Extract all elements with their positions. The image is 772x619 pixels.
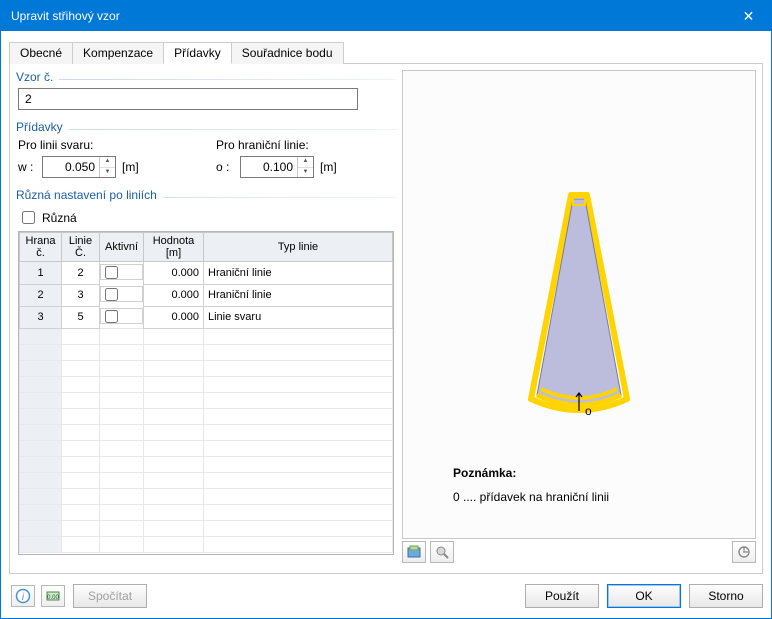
preview-tool-right[interactable] — [732, 541, 756, 563]
weld-input[interactable] — [43, 157, 99, 177]
pattern-shape: o — [499, 189, 659, 429]
cell-active[interactable] — [100, 286, 143, 302]
weld-step-down[interactable]: ▼ — [100, 168, 115, 178]
different-checkbox[interactable] — [22, 211, 35, 224]
ok-button[interactable]: OK — [607, 584, 681, 608]
cell-value: 0.000 — [144, 262, 204, 285]
col-line: LinieČ. — [62, 233, 100, 262]
cell-value: 0.000 — [144, 306, 204, 329]
row-active-checkbox[interactable] — [105, 310, 118, 323]
window-title: Upravit střihový vzor — [11, 9, 726, 23]
cell-line: 3 — [62, 284, 100, 306]
row-active-checkbox[interactable] — [105, 266, 118, 279]
weld-step-up[interactable]: ▲ — [100, 157, 115, 168]
help-icon[interactable]: i — [11, 585, 35, 607]
row-active-checkbox[interactable] — [105, 288, 118, 301]
cell-active[interactable] — [100, 308, 143, 324]
cancel-button[interactable]: Storno — [689, 584, 763, 608]
note-text: 0 .... přídavek na hraniční linii — [453, 490, 609, 504]
table-row[interactable]: 12 0.000Hraniční linie — [20, 262, 393, 285]
boundary-spinner[interactable]: ▲▼ — [240, 156, 314, 178]
col-type: Typ linie — [204, 233, 393, 262]
different-checkbox-label: Různá — [42, 211, 77, 225]
group-allowances: Přídavky Pro linii svaru: w : ▲▼ — [16, 120, 396, 182]
cell-line: 5 — [62, 306, 100, 329]
tab-coordinates[interactable]: Souřadnice bodu — [231, 42, 344, 64]
svg-text:0.00: 0.00 — [47, 595, 59, 601]
weld-label: Pro linii svaru: — [18, 138, 196, 152]
cell-value: 0.000 — [144, 284, 204, 306]
cell-edge: 1 — [20, 262, 62, 285]
boundary-label: Pro hraniční linie: — [216, 138, 394, 152]
boundary-prefix: o : — [216, 160, 234, 174]
pattern-no-input[interactable] — [18, 88, 358, 110]
tab-allowances[interactable]: Přídavky — [163, 42, 232, 64]
preview-pane: o Poznámka: 0 .... přídavek na hraniční … — [402, 70, 756, 539]
preview-tool-1[interactable] — [402, 541, 426, 563]
table-row[interactable]: 23 0.000Hraniční linie — [20, 284, 393, 306]
weld-spinner[interactable]: ▲▼ — [42, 156, 116, 178]
cell-type: Hraniční linie — [204, 262, 393, 285]
tab-compensation[interactable]: Kompenzace — [72, 42, 164, 64]
group-line-settings: Různá nastavení po liniích Různá Hranač. — [16, 188, 396, 559]
boundary-step-down[interactable]: ▼ — [298, 168, 313, 178]
table-row[interactable]: 35 0.000Linie svaru — [20, 306, 393, 329]
col-edge: Hranač. — [20, 233, 62, 262]
weld-prefix: w : — [18, 160, 36, 174]
cell-type: Hraniční linie — [204, 284, 393, 306]
lines-table: Hranač. LinieČ. Aktivní Hodnota[m] Typ l… — [19, 232, 393, 553]
cell-type: Linie svaru — [204, 306, 393, 329]
col-active: Aktivní — [100, 233, 144, 262]
apply-button[interactable]: Použít — [525, 584, 599, 608]
cell-edge: 3 — [20, 306, 62, 329]
legend-allowances: Přídavky — [16, 120, 69, 134]
tab-strip: Obecné Kompenzace Přídavky Souřadnice bo… — [9, 41, 763, 63]
legend-pattern-no: Vzor č. — [16, 70, 59, 84]
cell-line: 2 — [62, 262, 100, 285]
tab-general[interactable]: Obecné — [9, 42, 73, 64]
cell-active[interactable] — [100, 264, 143, 280]
units-icon[interactable]: 0.00 — [41, 585, 65, 607]
col-value: Hodnota[m] — [144, 233, 204, 262]
note-heading: Poznámka: — [453, 466, 609, 480]
preview-tool-2[interactable] — [430, 541, 454, 563]
svg-text:o: o — [585, 404, 592, 418]
close-icon[interactable]: ✕ — [726, 1, 771, 31]
boundary-unit: [m] — [320, 160, 337, 174]
legend-line-settings: Různá nastavení po liniích — [16, 188, 163, 202]
weld-unit: [m] — [122, 160, 139, 174]
boundary-input[interactable] — [241, 157, 297, 177]
group-pattern-no: Vzor č. — [16, 70, 396, 114]
calculate-button[interactable]: Spočítat — [73, 584, 147, 608]
different-checkbox-row[interactable]: Různá — [18, 208, 394, 227]
boundary-step-up[interactable]: ▲ — [298, 157, 313, 168]
cell-edge: 2 — [20, 284, 62, 306]
